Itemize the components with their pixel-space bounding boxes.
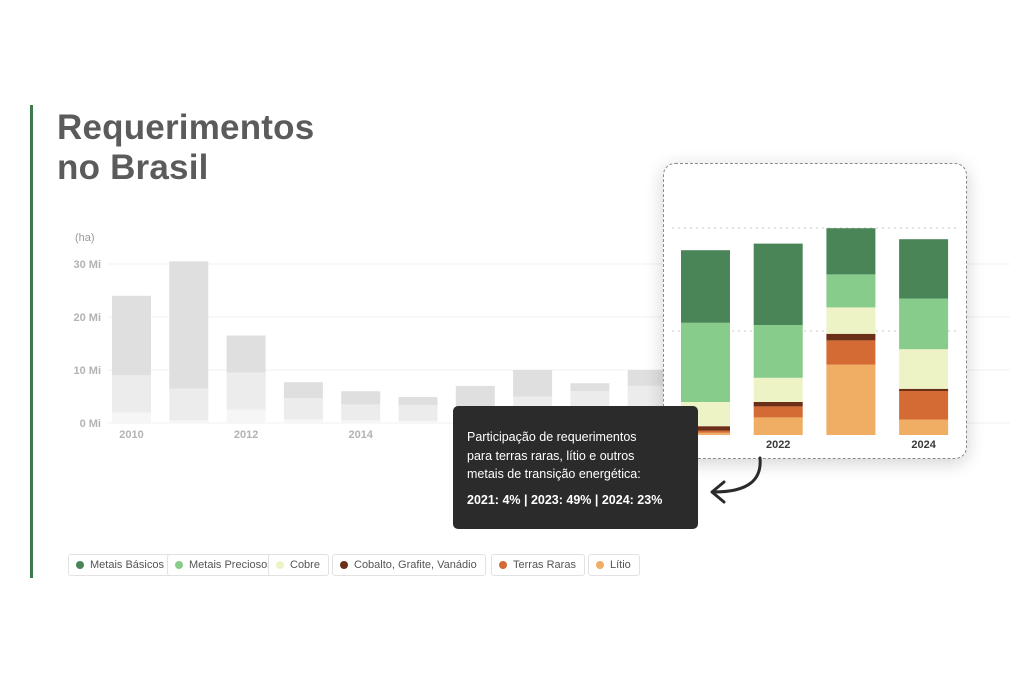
bar-segment: [570, 383, 610, 392]
inset-bar-segment: [681, 250, 730, 323]
inset-bar-segment: [753, 417, 803, 435]
legend-label: Lítio: [610, 559, 631, 571]
page-title: Requerimentos no Brasil: [57, 108, 314, 188]
legend-item[interactable]: Metais Preciosos: [167, 554, 282, 576]
bar-segment: [169, 420, 209, 423]
x-tick-label: 2012: [234, 429, 258, 441]
inset-bar-segment: [826, 364, 876, 435]
y-tick-label: 20 Mi: [73, 312, 101, 324]
inset-bar-segment: [899, 388, 949, 391]
curved-arrow-icon: [710, 456, 762, 504]
accent-bar: [30, 105, 33, 578]
inset-bar-segment: [681, 430, 730, 433]
legend-swatch-icon: [76, 561, 84, 569]
inset-bar-segment: [826, 228, 876, 275]
inset-x-tick-label: 2024: [911, 439, 936, 451]
title-line-1: Requerimentos: [57, 108, 315, 147]
tooltip-line-3: metais de transição energética:: [467, 467, 641, 481]
bar-segment: [341, 420, 381, 423]
y-unit-label: (ha): [75, 232, 95, 244]
legend-swatch-icon: [499, 561, 507, 569]
legend-label: Cobre: [290, 559, 320, 571]
inset-bar-segment: [681, 426, 730, 431]
bar-segment: [112, 412, 151, 423]
legend-swatch-icon: [175, 561, 183, 569]
legend-item[interactable]: Lítio: [588, 554, 640, 576]
bar-segment: [112, 295, 151, 376]
y-tick-label: 30 Mi: [73, 259, 101, 271]
bar-segment: [169, 261, 209, 389]
bar-segment: [169, 388, 209, 421]
bar-segment: [226, 335, 266, 373]
y-tick-label: 0 Mi: [80, 418, 101, 430]
inset-bar-segment: [826, 307, 876, 334]
inset-bar-segment: [899, 298, 949, 350]
tooltip-line-1: Participação de requerimentos: [467, 430, 637, 444]
inset-bar-segment: [753, 406, 803, 418]
legend-label: Cobalto, Grafite, Vanádio: [354, 559, 477, 571]
bar-segment: [455, 385, 495, 408]
x-tick-label: 2010: [119, 429, 143, 441]
inset-chart-panel: 2022 2024: [663, 163, 967, 459]
bar-segment: [283, 419, 323, 423]
bar-segment: [283, 398, 323, 420]
bar-segment: [283, 382, 323, 399]
legend-item[interactable]: Terras Raras: [491, 554, 585, 576]
legend-swatch-icon: [276, 561, 284, 569]
inset-bar-segment: [899, 419, 949, 435]
bar-segment: [226, 409, 266, 423]
tooltip-callout: Participação de requerimentos para terra…: [453, 406, 698, 529]
legend-label: Metais Preciosos: [189, 559, 273, 571]
bar-segment: [398, 404, 438, 421]
bar-segment: [513, 370, 553, 397]
inset-bar-segment: [899, 349, 949, 389]
bar-segment: [398, 397, 438, 405]
inset-bar-segment: [826, 333, 876, 341]
tooltip-line-2: para terras raras, lítio e outros: [467, 448, 635, 463]
legend-label: Metais Básicos: [90, 559, 164, 571]
inset-bar-segment: [753, 377, 803, 402]
inset-bar-segment: [826, 340, 876, 365]
title-line-2: no Brasil: [57, 148, 209, 187]
bar-segment: [627, 370, 667, 386]
legend-item[interactable]: Metais Básicos: [68, 554, 173, 576]
legend-label: Terras Raras: [513, 559, 576, 571]
y-tick-label: 10 Mi: [73, 365, 101, 377]
x-tick-label: 2014: [348, 429, 373, 441]
inset-bar-segment: [681, 432, 730, 435]
inset-bar-segment: [753, 243, 803, 325]
bar-segment: [398, 420, 438, 423]
inset-bar-segment: [899, 239, 949, 299]
legend-swatch-icon: [596, 561, 604, 569]
bar-segment: [226, 372, 266, 410]
legend-swatch-icon: [340, 561, 348, 569]
bar-segment: [341, 404, 381, 421]
inset-bar-segment: [753, 325, 803, 378]
inset-bar-segment: [899, 391, 949, 420]
bar-segment: [341, 391, 381, 405]
bar-segment: [112, 375, 151, 413]
tooltip-stats: 2021: 4% | 2023: 49% | 2024: 23%: [467, 492, 663, 507]
legend-item[interactable]: Cobre: [268, 554, 329, 576]
legend-item[interactable]: Cobalto, Grafite, Vanádio: [332, 554, 486, 576]
inset-x-tick-label: 2022: [766, 439, 790, 451]
inset-chart: 2022 2024: [672, 227, 958, 451]
inset-bar-segment: [753, 402, 803, 407]
inset-bar-segment: [681, 322, 730, 402]
inset-bar-segment: [826, 274, 876, 308]
